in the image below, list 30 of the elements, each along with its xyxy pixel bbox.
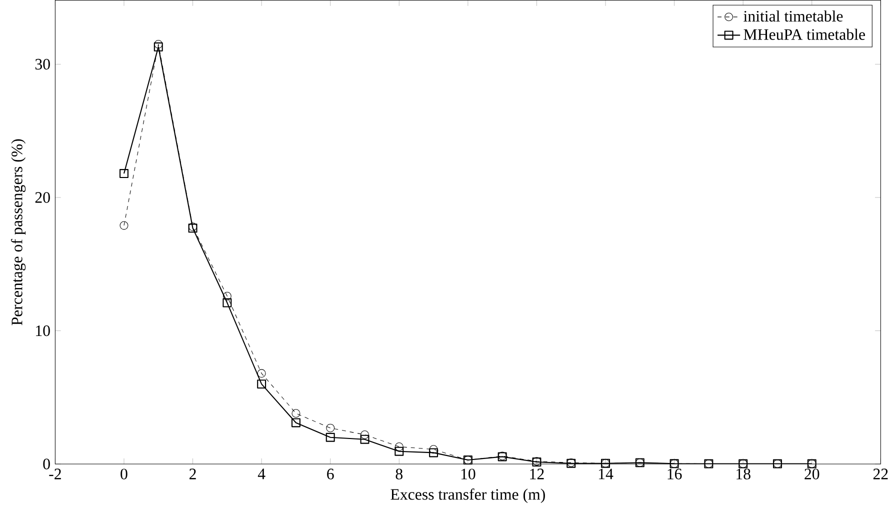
x-tick-label: 18 (736, 468, 750, 480)
x-tick-label: 8 (396, 468, 402, 480)
y-tick-label: 10 (36, 325, 50, 336)
legend-label: initial timetable (744, 10, 843, 22)
x-axis-title: Excess transfer time (m) (390, 488, 545, 503)
x-tick-label: 20 (804, 468, 820, 480)
x-tick-label: 16 (668, 468, 682, 480)
y-axis-title: Percentage of passengers (%) (11, 139, 26, 326)
point (119, 168, 128, 178)
point (222, 298, 232, 308)
point (291, 418, 300, 427)
legend-label: MHeuPA timetable (744, 28, 865, 40)
x-tick-label: 0 (120, 468, 128, 480)
y-tick-label: 30 (35, 58, 50, 70)
x-tick-label: 12 (530, 468, 544, 479)
point (429, 448, 438, 457)
x-tick-label: 6 (327, 468, 334, 480)
x-tick-label: 4 (258, 468, 266, 479)
y-tick-label: 0 (43, 458, 50, 470)
point (394, 446, 404, 456)
point (257, 379, 266, 388)
point (360, 434, 370, 444)
point (154, 42, 163, 52)
point (326, 432, 335, 442)
x-tick-label: 22 (873, 468, 888, 479)
y-tick-label: 20 (35, 192, 50, 203)
x-tick-label: 2 (190, 468, 196, 479)
x-tick-label: 14 (598, 468, 614, 479)
x-tick-label: 10 (461, 468, 476, 480)
x-tick-label: -2 (49, 468, 61, 479)
